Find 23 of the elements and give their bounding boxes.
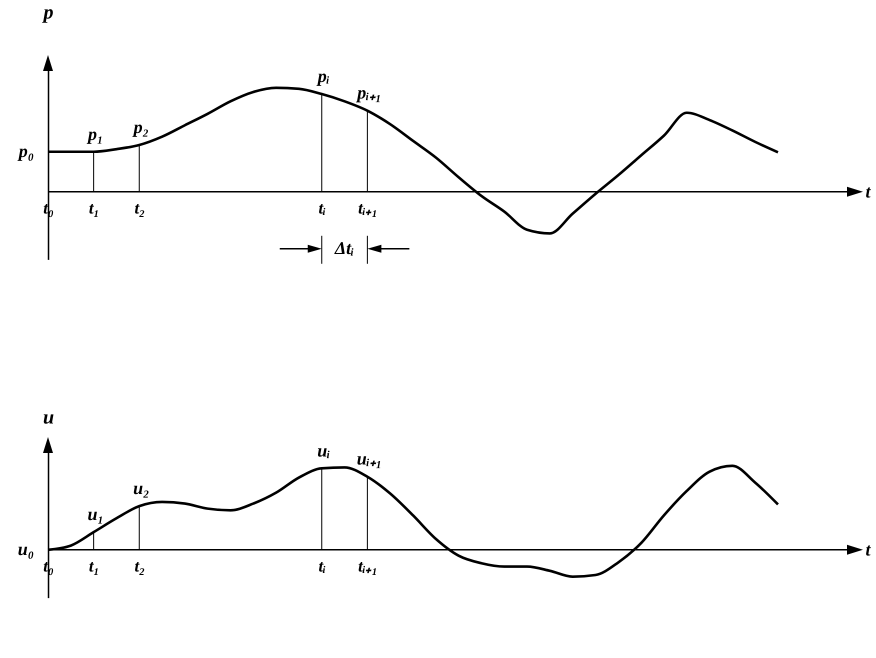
annotation: pᵢ₊₁ bbox=[355, 82, 382, 103]
x-tick-label: tᵢ₊₁ bbox=[358, 556, 378, 576]
x-tick-label: t₁ bbox=[88, 198, 100, 218]
text: Δtᵢ bbox=[334, 238, 354, 258]
annotation: p₀ bbox=[16, 140, 34, 161]
annotation: uᵢ bbox=[317, 440, 330, 461]
y-axis-title: u bbox=[42, 406, 54, 429]
annotation: u₁ bbox=[87, 504, 104, 525]
x-tick-label: tᵢ bbox=[318, 198, 326, 218]
x-tick-label: tᵢ bbox=[318, 556, 326, 576]
annotation: u₀ bbox=[18, 539, 34, 560]
annotation: u₂ bbox=[133, 478, 150, 499]
annotation: p₁ bbox=[86, 124, 104, 144]
x-tick-label: tᵢ₊₁ bbox=[358, 198, 378, 218]
y-axis-title: p bbox=[42, 2, 54, 24]
annotation: uᵢ₊₁ bbox=[356, 449, 382, 470]
annotation: p₂ bbox=[132, 116, 149, 137]
x-tick-label: t₁ bbox=[88, 556, 100, 576]
annotation: pᵢ bbox=[316, 66, 330, 86]
x-tick-label: t₂ bbox=[134, 198, 146, 218]
x-axis-title: t bbox=[865, 540, 872, 560]
x-axis-title: t bbox=[865, 181, 872, 202]
x-tick-label: t₂ bbox=[134, 556, 146, 576]
